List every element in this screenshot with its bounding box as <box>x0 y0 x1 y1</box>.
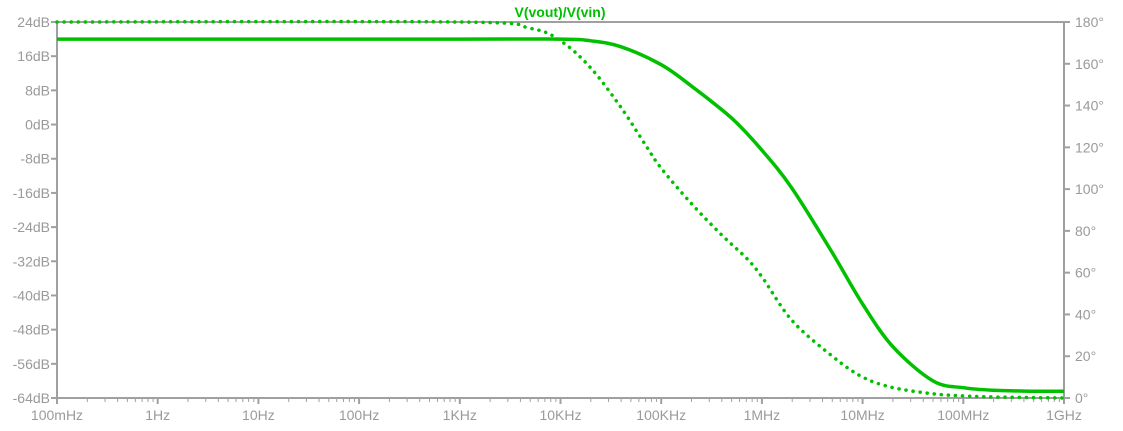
y-right-tick-label: 40° <box>1075 306 1096 322</box>
y-left-tick-label: -24dB <box>13 219 50 235</box>
y-left-tick-label: 8dB <box>25 82 50 98</box>
y-right-tick-label: 160° <box>1075 56 1104 72</box>
y-right-tick-label: 0° <box>1075 390 1088 406</box>
y-left-tick-label: -56dB <box>13 356 50 372</box>
y-right-tick-label: 140° <box>1075 98 1104 114</box>
y-axis-left-ticks: 24dB 16dB 8dB 0dB -8dB -16dB -24dB -32dB -40dB -4… <box>13 14 57 406</box>
plot-title[interactable]: V(vout)/V(vin) <box>515 4 606 20</box>
x-tick-label: 10Hz <box>242 407 275 423</box>
x-tick-label: 10MHz <box>840 407 884 423</box>
traces <box>55 19 1066 400</box>
y-left-tick-label: -64dB <box>13 390 50 406</box>
x-tick-label: 1Hz <box>145 407 170 423</box>
x-axis-ticks: 100mHz 1Hz 10Hz 100Hz 1KHz 10KHz 100KHz 1MHz 10M… <box>31 398 1082 423</box>
y-right-tick-label: 120° <box>1075 139 1104 155</box>
y-right-tick-label: 20° <box>1075 348 1096 364</box>
phase-trace[interactable] <box>55 19 1066 400</box>
y-left-tick-label: -40dB <box>13 287 50 303</box>
x-tick-label: 10KHz <box>539 407 581 423</box>
y-right-tick-label: 60° <box>1075 265 1096 281</box>
y-left-tick-label: 16dB <box>17 48 50 64</box>
x-tick-label: 100Hz <box>339 407 379 423</box>
y-right-tick-label: 80° <box>1075 223 1096 239</box>
y-left-tick-label: -32dB <box>13 253 50 269</box>
x-tick-label: 100mHz <box>31 407 83 423</box>
y-left-tick-label: -8dB <box>20 151 50 167</box>
x-tick-label: 100KHz <box>636 407 686 423</box>
y-left-tick-label: -16dB <box>13 185 50 201</box>
x-tick-label: 1KHz <box>443 407 477 423</box>
plot-frame <box>56 21 1065 399</box>
x-tick-label: 1MHz <box>744 407 781 423</box>
x-tick-label: 100MHz <box>937 407 989 423</box>
y-left-tick-label: -48dB <box>13 322 50 338</box>
magnitude-trace[interactable] <box>57 37 1065 393</box>
y-left-tick-label: 0dB <box>25 117 50 133</box>
y-axis-right-ticks: 180° 160° 140° 120° 100° 80° 60° 40° 20° 0° <box>1064 14 1104 406</box>
y-right-tick-label: 180° <box>1075 14 1104 30</box>
y-left-tick-label: 24dB <box>17 14 50 30</box>
y-right-tick-label: 100° <box>1075 181 1104 197</box>
x-tick-label: 1GHz <box>1046 407 1082 423</box>
